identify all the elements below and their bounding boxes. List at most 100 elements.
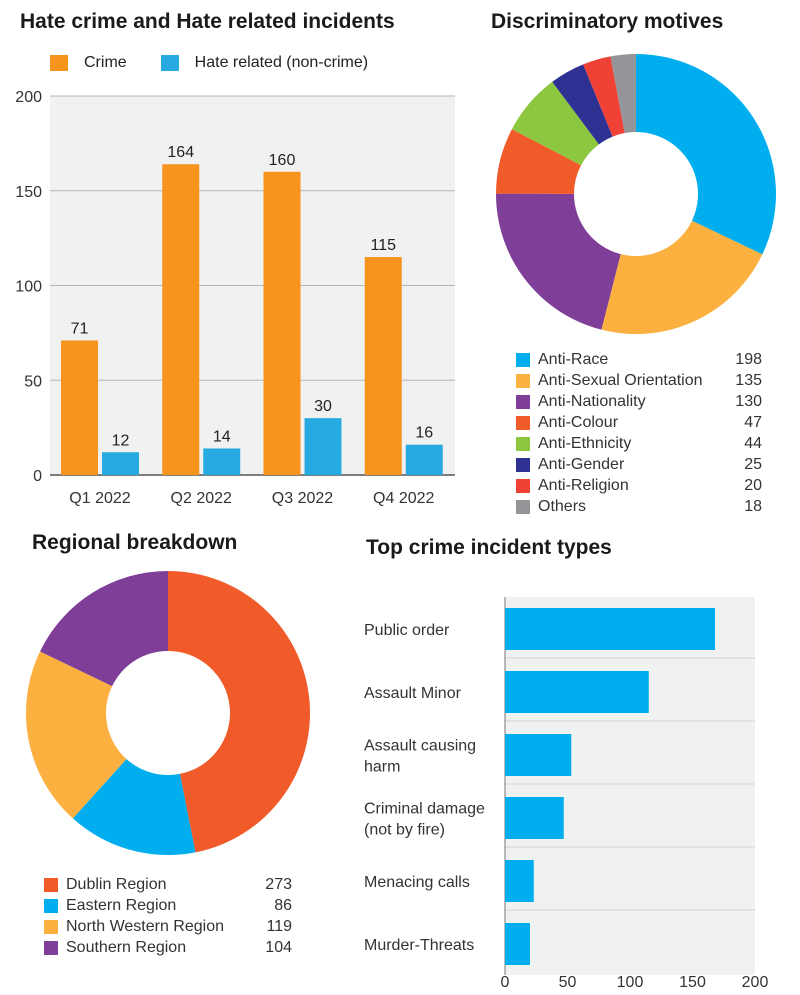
slice-anti-religion [583,56,625,137]
legend-value: 25 [744,455,762,473]
legend-label: North Western Region [66,917,224,935]
x-tick-label: Q1 2022 [69,490,130,507]
legend-label-hate-related: Hate related (non-crime) [194,54,369,71]
bar-crime [364,257,402,475]
legend-value: 44 [744,434,762,452]
legend-value: 273 [265,875,292,893]
legend-swatch [516,373,530,388]
legend-item-anti-religion: Anti-Religion 20 [516,475,762,496]
legend-swatch [516,499,530,514]
legend-swatch [516,415,530,430]
legend-label: Southern Region [66,938,187,956]
legend-item-anti-nationality: Anti-Nationality 130 [516,391,762,412]
legend-value: 18 [744,497,762,515]
legend-item-anti-race: Anti-Race 198 [516,349,762,370]
category-label: (not by fire) [364,822,445,839]
regions-chart-title: Regional breakdown [32,531,238,554]
bar-hate-related-non-crime [304,418,342,475]
legend-swatch-crime [50,55,68,71]
legend-item-southern-region: Southern Region 104 [44,937,292,958]
slice-dublin-region [168,571,310,853]
y-tick-label: 0 [33,468,42,485]
legend-swatch [516,394,530,409]
hbar-public-order [505,608,715,650]
legend-value: 119 [266,917,292,935]
legend-label: Anti-Gender [538,455,625,473]
category-label: Assault Minor [364,685,462,702]
legend-label: Anti-Race [538,350,609,368]
legend-value: 130 [735,392,762,410]
legend-item-dublin-region: Dublin Region 273 [44,874,292,895]
quarterly-bar-chart: 0 50 100 150 200 71 12 Q1 2022 164 14 Q2 2022 160 30… [15,89,455,507]
data-label: 14 [213,428,231,445]
slice-others [610,54,636,134]
regions-donut-chart [25,571,310,855]
legend-item-eastern-region: Eastern Region 86 [44,895,292,916]
x-tick-label: Q4 2022 [373,490,434,507]
y-tick-label: 100 [15,279,42,296]
legend-item-anti-ethnicity: Anti-Ethnicity 44 [516,433,762,454]
hbar-menacing-calls [505,860,534,902]
bar-crime [263,171,301,476]
slice-anti-sexual-orientation [601,220,763,334]
legend-label: Anti-Nationality [538,392,646,410]
x-tick-label: 100 [617,974,644,991]
regions-legend: Dublin Region 273 Eastern Region 86 North We… [44,874,292,958]
legend-label: Others [538,497,587,515]
legend-swatch [44,898,58,913]
legend-swatch [44,919,58,934]
legend-label: Anti-Sexual Orientation [538,371,703,389]
hbar-criminal-damage-not-by-fire [505,797,564,839]
legend-item-north-western-region: North Western Region 119 [44,916,292,937]
y-tick-label: 50 [24,373,42,390]
legend-value: 86 [274,896,292,914]
data-label: 160 [269,152,296,169]
bar-hate-related-non-crime [405,444,443,475]
bar-hate-related-non-crime [203,448,241,475]
legend-swatch [44,877,58,892]
legend-value: 198 [735,350,762,368]
data-label: 164 [167,144,194,161]
x-tick-label: Q2 2022 [171,490,232,507]
slice-eastern-region [72,759,196,855]
x-tick-label: Q3 2022 [272,490,333,507]
legend-label-crime: Crime [84,54,127,71]
motives-chart-title: Discriminatory motives [491,10,724,33]
hbar-murder-threats [505,923,530,965]
legend-swatch-hate-related [160,55,179,71]
bar-crime [61,340,98,475]
legend-swatch [44,940,58,955]
y-tick-label: 150 [15,184,42,201]
legend-swatch [516,478,530,493]
plot-area [505,597,755,975]
data-label: 12 [112,432,130,449]
slice-north-western-region [25,651,127,819]
motives-legend: Anti-Race 198 Anti-Sexual Orientation 135 An… [516,349,762,517]
legend-value: 135 [735,371,762,389]
legend-swatch [516,436,530,451]
motives-donut-chart [496,54,776,334]
legend-value: 104 [265,938,292,956]
x-tick-label: 50 [559,974,577,991]
category-label: Criminal damage [364,801,485,818]
quarterly-chart-title: Hate crime and Hate related incidents [20,10,395,33]
data-label: 30 [314,398,332,415]
category-label: Public order [364,622,450,639]
hbar-assault-minor [505,671,649,713]
data-label: 71 [71,320,89,337]
legend-value: 20 [744,476,762,494]
data-label: 16 [415,425,433,442]
slice-anti-nationality [496,193,621,330]
slice-anti-gender [552,64,613,145]
slice-anti-ethnicity [511,81,599,166]
legend-label: Anti-Ethnicity [538,434,632,452]
slice-southern-region [40,571,168,687]
quarterly-legend: Crime Hate related (non-crime) [50,54,368,72]
bar-crime [162,164,200,475]
legend-item-anti-colour: Anti-Colour 47 [516,412,762,433]
data-label: 115 [370,237,396,254]
incidents-chart-title: Top crime incident types [366,536,612,559]
hbar-assault-causing-harm [505,734,572,776]
category-label: Menacing calls [364,874,470,891]
legend-swatch [516,457,530,472]
